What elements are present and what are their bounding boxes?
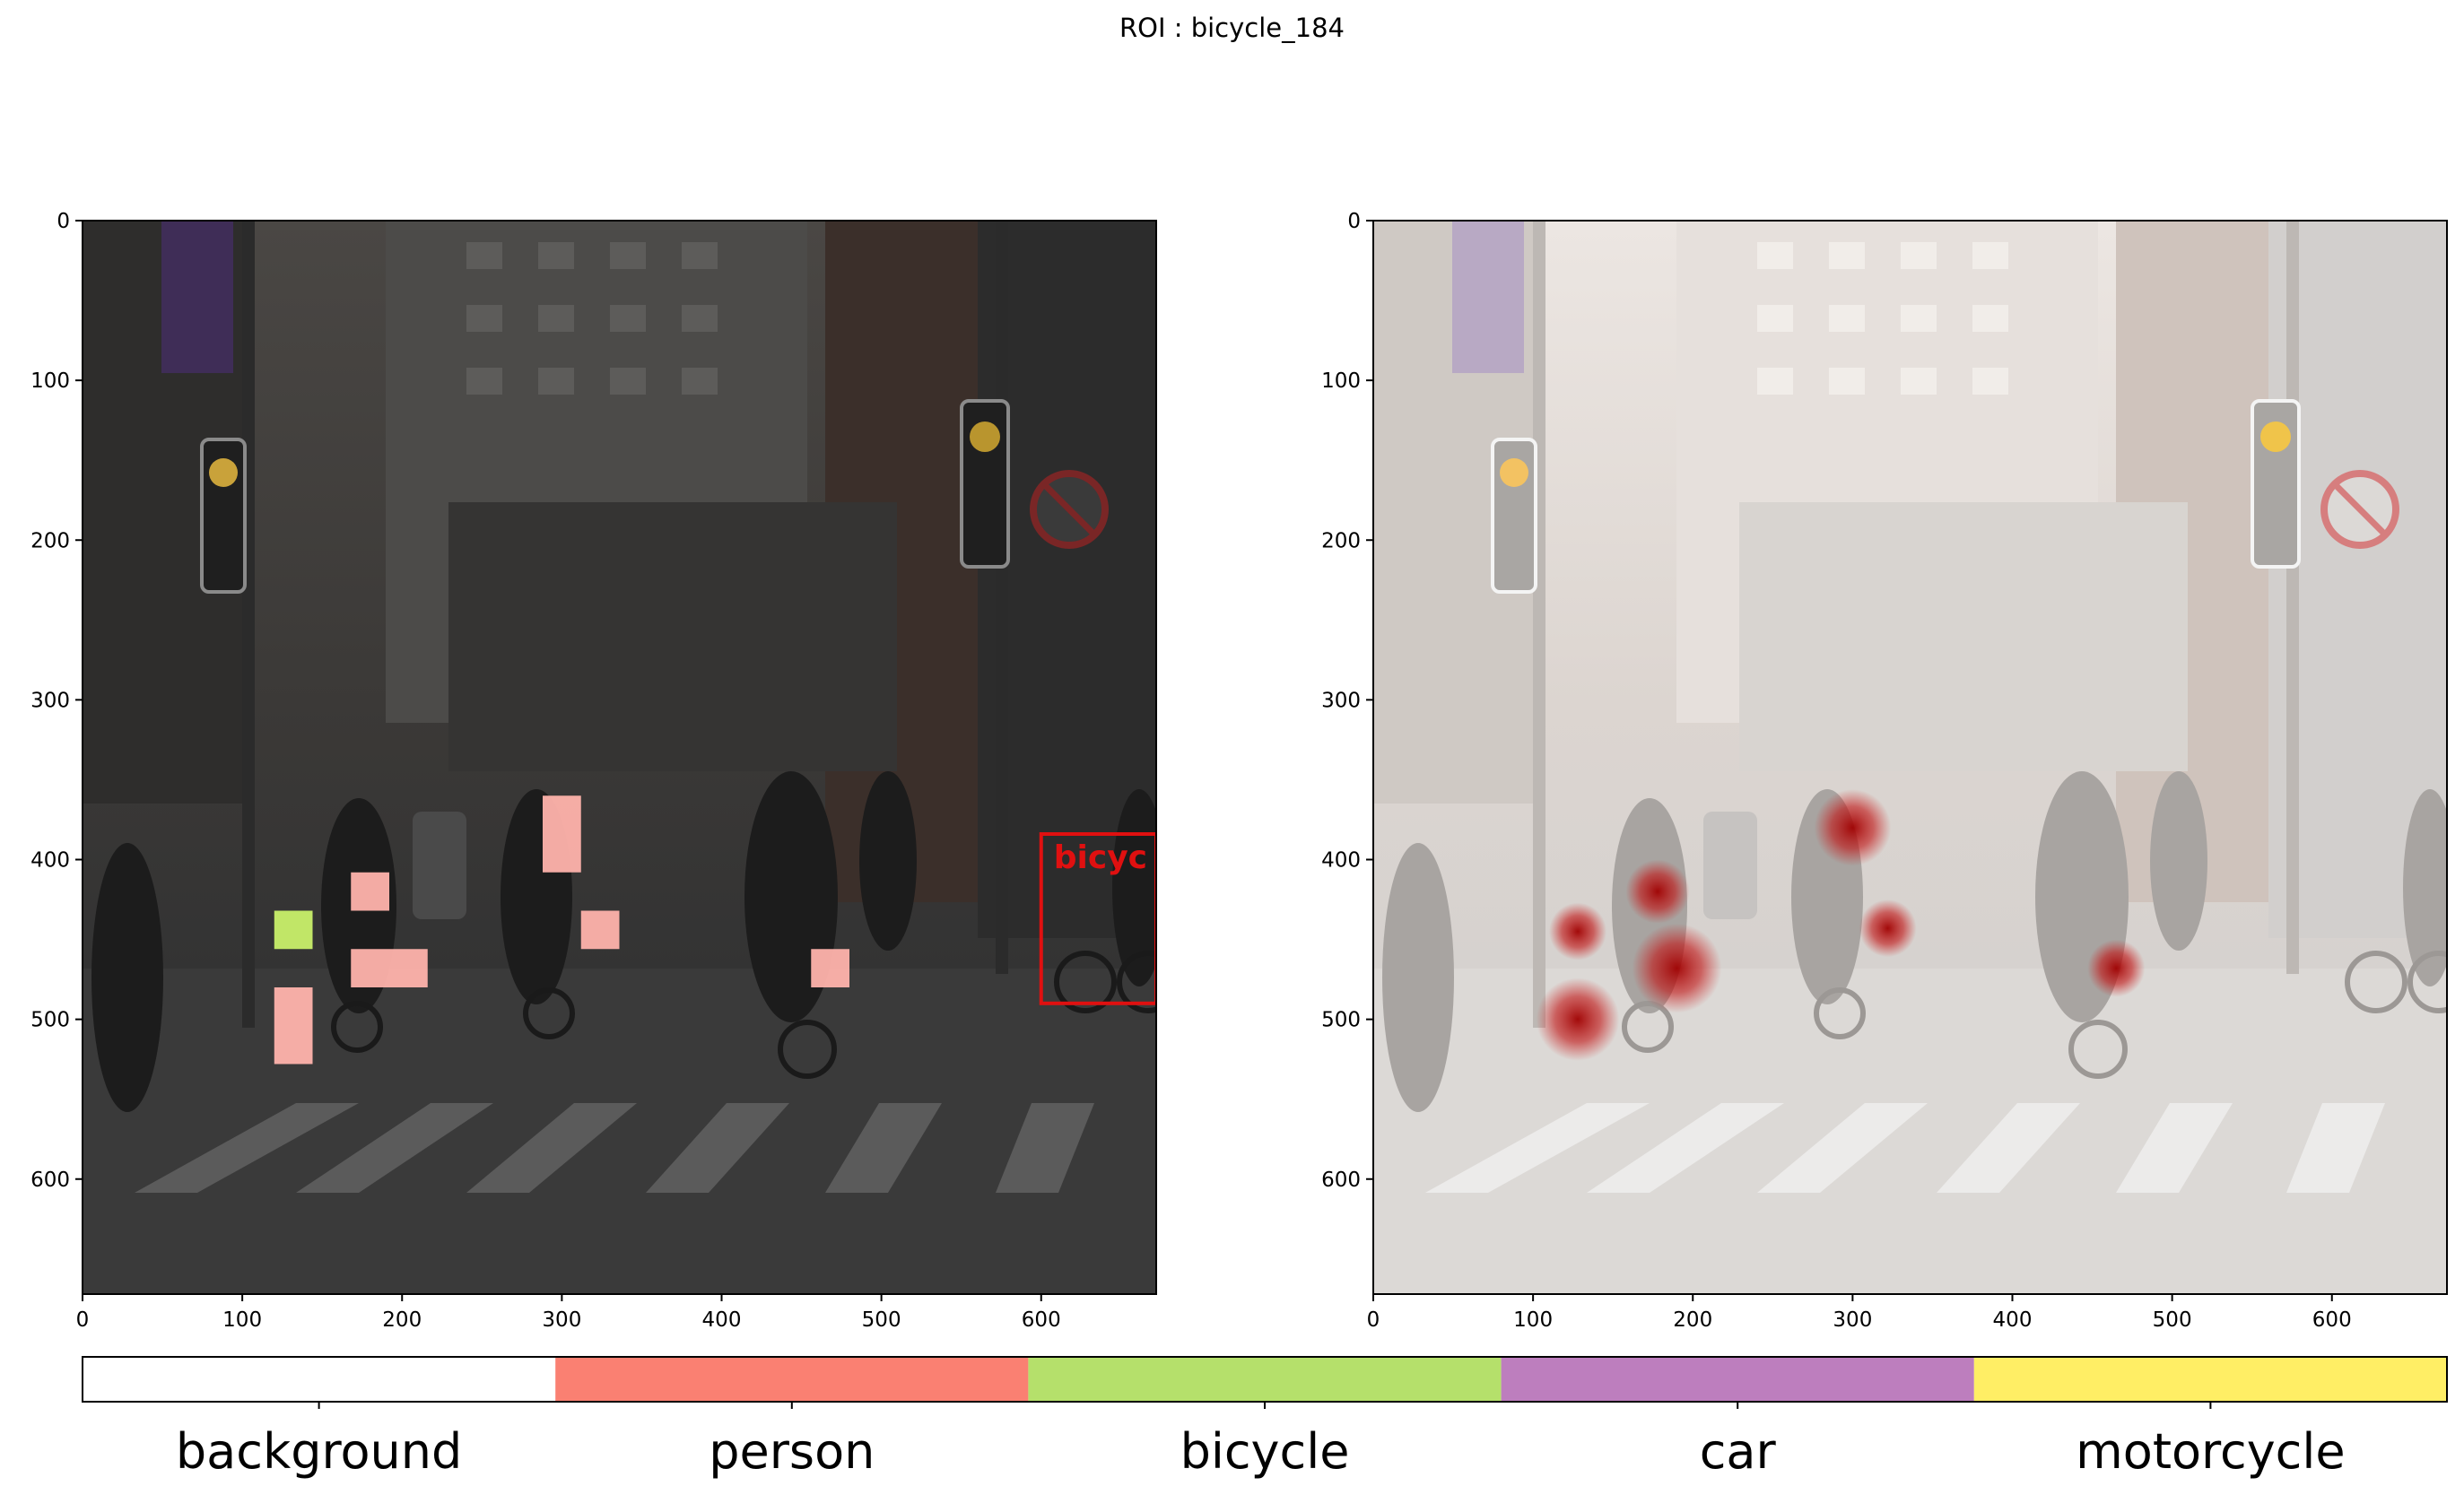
legend-label-background: background — [176, 1423, 462, 1480]
x-tick-label: 200 — [382, 1308, 422, 1332]
legend-frame — [82, 1356, 2448, 1403]
y-tick-label: 300 — [30, 689, 70, 712]
legend-swatch-person — [555, 1357, 1029, 1402]
patch-person — [274, 987, 313, 1065]
heat-spot — [1632, 923, 1722, 1013]
right-axes-frame — [1372, 220, 2448, 1295]
y-tick-label: 400 — [1321, 849, 1361, 873]
x-tick-label: 600 — [2312, 1308, 2352, 1332]
patch-bicycle — [274, 910, 313, 950]
y-tick-label: 400 — [30, 849, 70, 873]
legend-swatch-car — [1501, 1357, 1974, 1402]
y-tick-label: 500 — [1321, 1009, 1361, 1032]
heat-spot — [1859, 899, 1917, 958]
heat-spot — [2087, 939, 2146, 997]
x-tick-label: 600 — [1022, 1308, 1061, 1332]
y-tick-label: 600 — [1321, 1169, 1361, 1192]
x-tick-label: 400 — [702, 1308, 742, 1332]
left-panel: bicyc 0 100 200 300 400 500 600 0 100 200 300 400 50… — [30, 210, 1157, 1332]
heat-spot — [1625, 859, 1690, 924]
y-tick-label: 0 — [57, 210, 70, 233]
left-axes-frame — [82, 220, 1157, 1295]
legend-swatch-bicycle — [1028, 1357, 1502, 1402]
y-tick-label: 100 — [1321, 369, 1361, 393]
y-tick-label: 600 — [30, 1169, 70, 1192]
patch-person — [351, 872, 389, 911]
x-tick-label: 100 — [222, 1308, 262, 1332]
patch-person — [351, 949, 428, 987]
right-axis-ticks: 0 100 200 300 400 500 600 0 100 200 300 400 500 600 — [1321, 210, 2352, 1332]
patch-person — [543, 795, 581, 873]
x-tick-label: 500 — [862, 1308, 901, 1332]
roi-box — [1039, 832, 1156, 1005]
x-tick-label: 300 — [1833, 1308, 1872, 1332]
legend-swatch-background — [83, 1357, 556, 1402]
patch-person — [811, 949, 849, 987]
left-axis-ticks: 0 100 200 300 400 500 600 0 100 200 300 400 500 600 — [30, 210, 1061, 1332]
figure-title: ROI : bicycle_184 — [1119, 13, 1345, 43]
roi-box-group: bicyc — [1039, 832, 1156, 1005]
legend-label-person: person — [709, 1423, 875, 1480]
x-tick-label: 300 — [542, 1308, 581, 1332]
y-tick-label: 0 — [1347, 210, 1361, 233]
patch-person — [580, 910, 620, 950]
x-tick-label: 0 — [1367, 1308, 1380, 1332]
legend-label-motorcycle: motorcycle — [2076, 1423, 2345, 1480]
street-photo-faded — [1373, 221, 2447, 1294]
heat-spot — [1548, 902, 1607, 960]
y-tick-label: 200 — [30, 529, 70, 552]
legend-label-car: car — [1700, 1423, 1777, 1480]
street-photo-dimmed — [83, 221, 1156, 1294]
roi-box-label: bicyc — [1054, 839, 1147, 876]
y-tick-label: 500 — [30, 1009, 70, 1032]
right-panel: 0 100 200 300 400 500 600 0 100 200 300 400 500 600 — [1321, 210, 2448, 1332]
legend-swatch-motorcycle — [1973, 1357, 2447, 1402]
heat-spot — [1814, 789, 1892, 866]
x-tick-label: 0 — [76, 1308, 90, 1332]
x-tick-label: 500 — [2153, 1308, 2192, 1332]
legend-label-bicycle: bicycle — [1180, 1423, 1350, 1480]
heat-spot — [1536, 978, 1620, 1061]
y-tick-label: 300 — [1321, 689, 1361, 712]
y-tick-label: 200 — [1321, 529, 1361, 552]
x-tick-label: 200 — [1673, 1308, 1712, 1332]
y-tick-label: 100 — [30, 369, 70, 393]
class-patches — [274, 795, 849, 1065]
class-legend: background person bicycle car motorcycle — [82, 1356, 2448, 1480]
x-tick-label: 400 — [1993, 1308, 2033, 1332]
attribution-heatmap — [1536, 789, 2146, 1061]
x-tick-label: 100 — [1513, 1308, 1553, 1332]
